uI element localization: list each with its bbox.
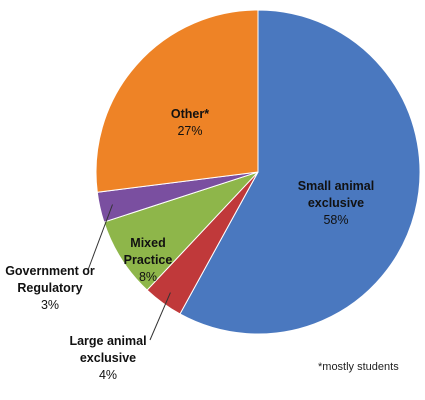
slice-small-animal-exclusive	[179, 9, 421, 335]
slice-label-large-animal-exclusive: Large animal exclusive 4%	[69, 334, 146, 382]
slice-label-other: Other* 27%	[171, 107, 209, 138]
slice-percent-label: 3%	[41, 298, 59, 312]
slice-name-line: exclusive	[80, 351, 136, 365]
slice-name-line: Mixed	[130, 236, 165, 250]
leader-lines	[87, 204, 171, 341]
leader-line-government-or-regulatory	[87, 204, 113, 271]
slice-percent-label: 4%	[99, 368, 117, 382]
pie-slices	[95, 9, 421, 335]
slice-label-mixed-practice: Mixed Practice 8%	[124, 236, 173, 284]
slice-name-line: Government or	[5, 264, 95, 278]
slice-labels: Small animal exclusive 58% Large animal excl…	[5, 107, 374, 382]
slice-percent-label: 58%	[323, 213, 348, 227]
footnote: *mostly students	[318, 361, 399, 373]
slice-name-line: Practice	[124, 253, 173, 267]
slice-percent-label: 8%	[139, 270, 157, 284]
slice-name-line: Other*	[171, 107, 209, 121]
slice-label-small-animal-exclusive: Small animal exclusive 58%	[298, 179, 374, 227]
slice-percent-label: 27%	[177, 124, 202, 138]
slice-name-line: Regulatory	[17, 281, 82, 295]
leader-line-large-animal-exclusive	[149, 292, 171, 341]
slice-label-government-or-regulatory: Government or Regulatory 3%	[5, 264, 95, 312]
slice-name-line: Large animal	[69, 334, 146, 348]
slice-name-line: exclusive	[308, 196, 364, 210]
slice-other	[95, 9, 259, 193]
slice-name-line: Small animal	[298, 179, 374, 193]
